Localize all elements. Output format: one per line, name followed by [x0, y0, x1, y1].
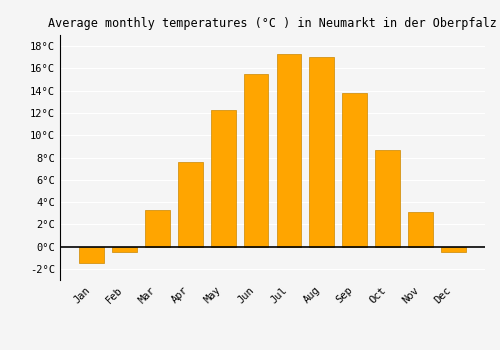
Title: Average monthly temperatures (°C ) in Neumarkt in der Oberpfalz: Average monthly temperatures (°C ) in Ne… — [48, 17, 497, 30]
Bar — [376, 150, 400, 247]
Bar — [310, 57, 334, 247]
Bar — [211, 110, 236, 247]
Bar — [408, 212, 433, 247]
Bar — [178, 162, 203, 247]
Bar — [276, 54, 301, 247]
Bar — [145, 210, 170, 247]
Bar — [80, 247, 104, 263]
Bar — [342, 93, 367, 247]
Bar — [244, 74, 268, 247]
Bar — [112, 247, 137, 252]
Bar — [441, 247, 466, 252]
